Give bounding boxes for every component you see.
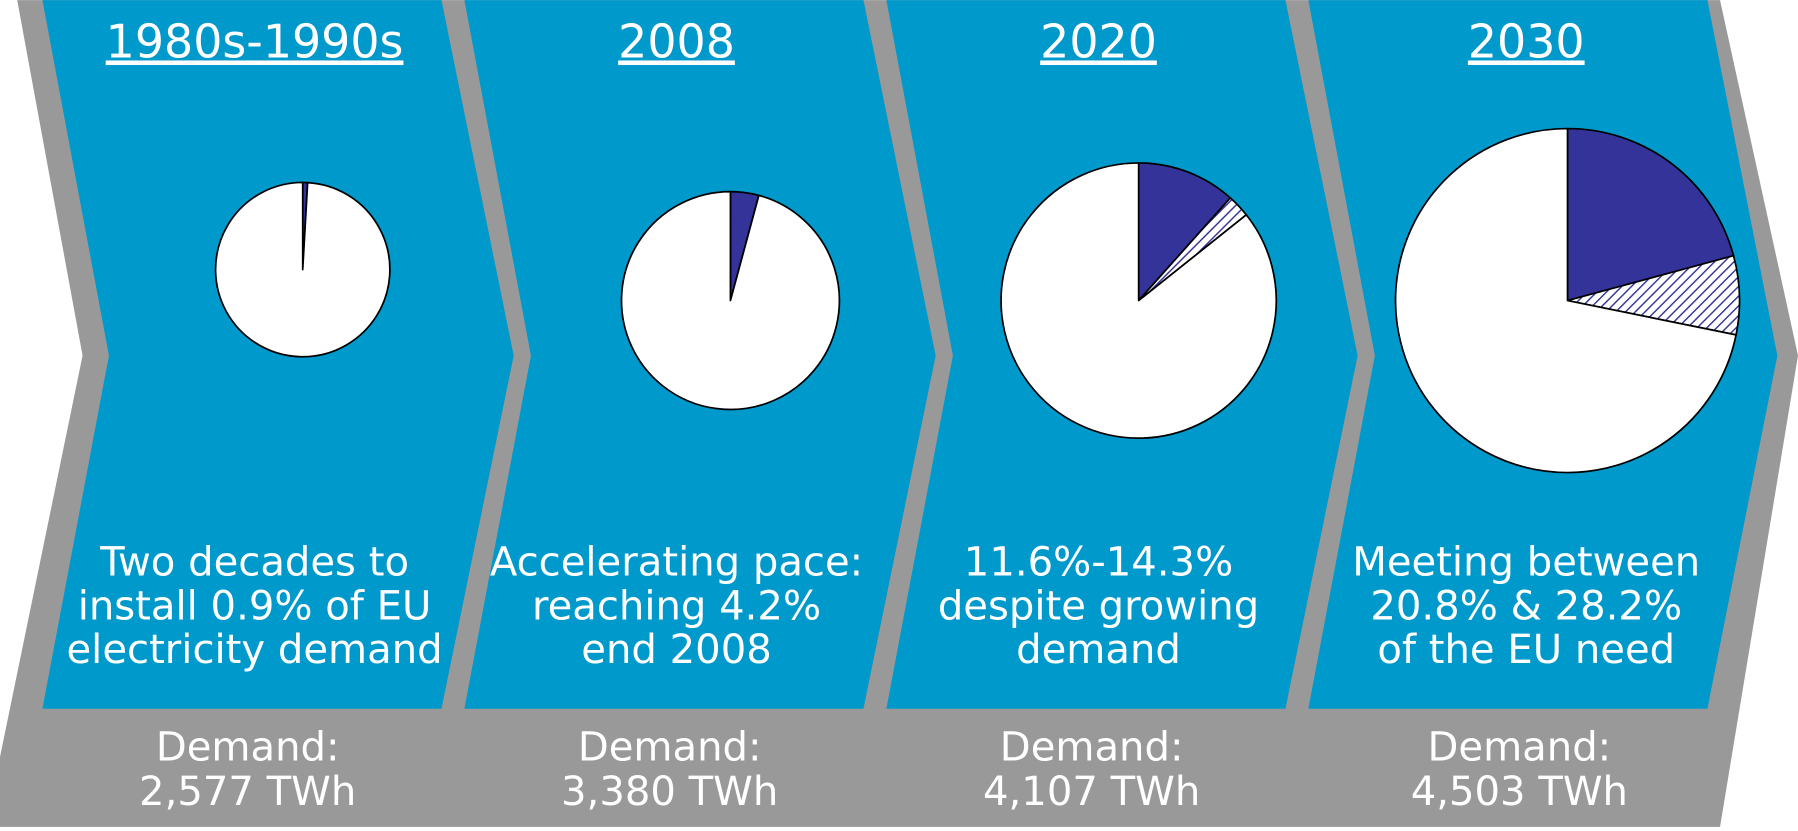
demand-label: Demand: [1428,724,1612,770]
demand-value: 4,503 TWh [1411,769,1628,815]
panel-caption: of the EU need [1377,627,1675,673]
panel-caption: install 0.9% of EU [78,583,432,629]
demand-value: 2,577 TWh [139,769,356,815]
panel-caption: Meeting between [1352,540,1700,586]
panel [42,0,514,709]
panel-heading: 2008 [618,14,735,68]
demand-label: Demand: [1000,724,1184,770]
panel-caption: end 2008 [581,627,771,673]
pie-slice [620,190,841,411]
pie-slice [1137,162,1232,302]
panel-heading: 1980s-1990s [106,14,404,68]
pie-slice [1000,162,1278,439]
panel-caption: 11.6%-14.3% [964,540,1233,586]
panel-caption: Accelerating pace: [490,540,863,586]
pie-slice [1566,127,1735,302]
panel-heading: 2020 [1040,14,1157,68]
panel-caption: 20.8% & 28.2% [1370,583,1682,629]
demand-value: 3,380 TWh [561,769,778,815]
demand-label: Demand: [578,724,762,770]
pie-slice [1394,127,1737,474]
panel-caption: despite growing [938,583,1259,629]
panel-caption: electricity demand [66,627,442,673]
panel-caption: reaching 4.2% [532,583,821,629]
panel-caption: Two decades to [99,540,409,586]
panel-heading: 2030 [1468,14,1585,68]
panel-caption: demand [1016,627,1181,673]
demand-value: 4,107 TWh [983,769,1200,815]
pie-slice [214,181,391,358]
demand-label: Demand: [156,724,340,770]
